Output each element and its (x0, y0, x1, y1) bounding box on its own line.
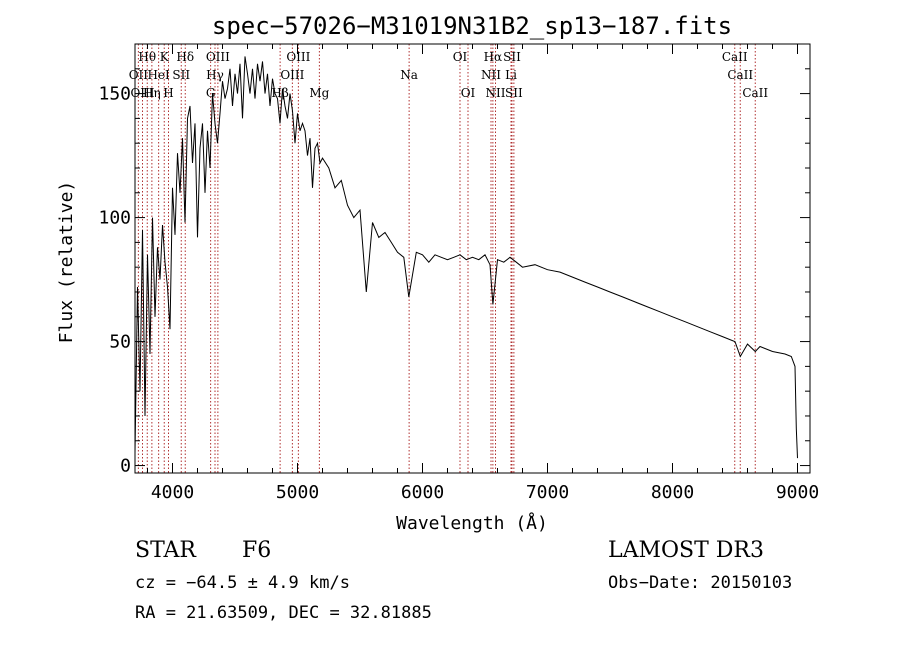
y-tick-label: 150 (98, 84, 131, 105)
axis-ticks (135, 44, 810, 473)
x-tick-labels: 4000 5000 6000 7000 8000 9000 (151, 482, 819, 503)
spectrum-chart: spec−57026−M31019N31B2_sp13−187.fits Hθ K… (56, 12, 819, 534)
redshift-velocity: cz = −64.5 ± 4.9 km/s (135, 573, 350, 593)
y-tick-label: 50 (109, 332, 131, 353)
x-axis-label: Wavelength (Å) (396, 512, 548, 534)
line-marker-label-0: Hθ (138, 50, 156, 64)
line-marker-label-18: OIII (130, 86, 154, 100)
survey-name: LAMOST DR3 (608, 538, 764, 563)
line-marker-label-12: Hγ (206, 68, 224, 82)
x-tick-label: 4000 (151, 482, 194, 503)
line-marker-label-13: OIII (280, 68, 304, 82)
line-marker-label-20: H (163, 86, 173, 100)
y-tick-labels: 0 50 100 150 (98, 84, 131, 477)
line-marker-label-17: CaII (727, 68, 753, 82)
line-marker-label-25: NII (486, 86, 506, 100)
x-tick-label: 5000 (276, 482, 319, 503)
line-marker-label-7: SII (503, 50, 521, 64)
line-marker-label-21: G (206, 86, 216, 100)
line-marker-label-14: Na (400, 68, 418, 82)
line-marker-label-15: NII (481, 68, 501, 82)
line-marker-label-5: OI (453, 50, 468, 64)
line-marker-label-22: Hβ (271, 86, 288, 100)
x-tick-label: 7000 (526, 482, 569, 503)
line-marker-label-11: SII (172, 68, 190, 82)
line-marker-label-19: Hη (143, 86, 161, 100)
object-subclass: F6 (242, 538, 272, 563)
object-class: STAR (135, 538, 196, 563)
line-markers (137, 44, 756, 473)
observation-date: Obs−Date: 20150103 (608, 573, 793, 593)
line-marker-label-24: OI (461, 86, 476, 100)
line-marker-label-6: Hα (484, 50, 503, 64)
x-tick-label: 9000 (776, 482, 819, 503)
spectrum-series-line (134, 56, 798, 459)
y-axis-label: Flux (relative) (56, 181, 77, 344)
line-marker-label-2: Hδ (176, 50, 194, 64)
line-marker-label-10: HeI (147, 68, 170, 82)
line-marker-label-23: Mg (309, 86, 329, 100)
chart-title: spec−57026−M31019N31B2_sp13−187.fits (212, 12, 732, 40)
x-tick-label: 8000 (651, 482, 694, 503)
line-marker-label-3: OIII (206, 50, 230, 64)
plot-frame (134, 43, 811, 474)
line-marker-label-8: CaII (722, 50, 748, 64)
x-tick-label: 6000 (401, 482, 444, 503)
ra-dec-coordinates: RA = 21.63509, DEC = 32.81885 (135, 603, 432, 623)
line-marker-label-4: OIII (286, 50, 310, 64)
line-marker-label-1: K (160, 50, 170, 64)
line-marker-label-26: SII (505, 86, 523, 100)
line-marker-label-27: CaII (742, 86, 768, 100)
y-tick-label: 100 (98, 208, 131, 229)
line-marker-label-9: OII (129, 68, 149, 82)
y-tick-label: 0 (120, 456, 131, 477)
line-marker-label-16: Li (505, 68, 517, 82)
